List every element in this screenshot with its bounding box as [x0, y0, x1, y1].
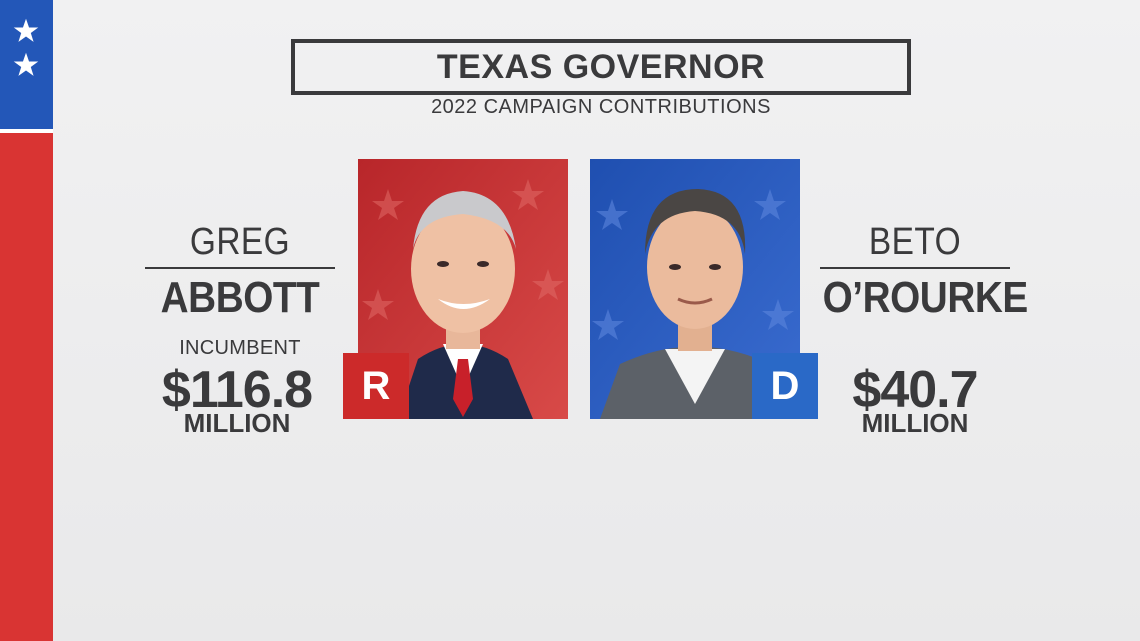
page-subtitle: 2022 CAMPAIGN CONTRIBUTIONS	[431, 96, 771, 118]
contribution-abbott: $116.8 MILLION	[137, 364, 337, 436]
page-title: TEXAS GOVERNOR	[436, 47, 766, 86]
party-badge-democrat: D	[752, 353, 818, 419]
contribution-unit: MILLION	[183, 408, 291, 438]
party-badge-republican: R	[343, 353, 409, 419]
contribution-orourke: $40.7 MILLION	[815, 364, 1015, 436]
star-icon	[13, 18, 39, 42]
name-divider	[820, 267, 1010, 269]
candidate-last-name: O’ROURKE	[822, 273, 1029, 322]
title-box: TEXAS GOVERNOR	[291, 39, 911, 95]
contribution-unit: MILLION	[861, 408, 969, 438]
candidate-name-block-orourke: BETO O’ROURKE	[810, 221, 1029, 322]
candidate-name-block-abbott: GREG ABBOTT INCUMBENT	[145, 222, 335, 360]
star-icon	[13, 52, 39, 76]
contribution-amount: $40.7	[852, 361, 978, 419]
contribution-amount: $116.8	[161, 361, 313, 419]
candidate-status: INCUMBENT	[179, 337, 301, 359]
flag-blue-field	[0, 0, 53, 129]
flag-divider	[0, 129, 53, 133]
name-divider	[145, 267, 335, 269]
candidate-last-name: ABBOTT	[160, 273, 320, 322]
candidate-first-name: BETO	[868, 221, 962, 263]
candidate-first-name: GREG	[189, 221, 291, 263]
flag-red-stripe	[0, 133, 53, 641]
candidate-portrait-icon	[358, 159, 568, 419]
candidate-photo-abbott	[358, 159, 568, 419]
